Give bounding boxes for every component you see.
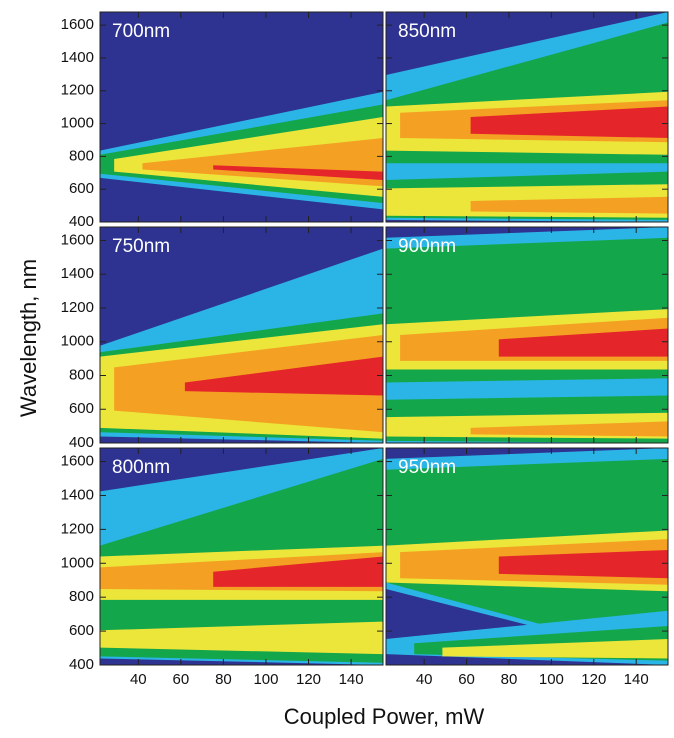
x-tick-label: 80 <box>501 671 518 688</box>
y-tick-label: 400 <box>69 656 94 673</box>
panel-title: 700nm <box>112 21 170 42</box>
intensity-band <box>442 638 668 659</box>
panel-frame <box>99 226 384 444</box>
y-tick-label: 1400 <box>61 265 94 282</box>
x-axis-label: Coupled Power, mW <box>284 704 485 729</box>
intensity-band <box>470 196 668 214</box>
y-tick-label: 1000 <box>61 333 94 350</box>
y-tick-label: 1600 <box>61 231 94 248</box>
panel <box>386 12 668 222</box>
y-tick-label: 600 <box>69 622 94 639</box>
intensity-band <box>470 421 668 437</box>
x-tick-label: 40 <box>416 671 433 688</box>
intensity-band <box>184 356 383 396</box>
panel-title: 750nm <box>112 236 170 257</box>
y-tick-label: 1000 <box>61 115 94 132</box>
intensity-band <box>213 165 383 180</box>
intensity-band <box>498 328 668 357</box>
y-tick-label: 600 <box>69 180 94 197</box>
panel <box>386 448 668 665</box>
y-tick-label: 1600 <box>61 16 94 33</box>
x-tick-label: 40 <box>130 671 147 688</box>
panel-frame <box>99 447 384 666</box>
panel-frame <box>385 11 669 223</box>
x-tick-label: 60 <box>458 671 475 688</box>
panel-frame <box>385 447 669 666</box>
y-tick-label: 800 <box>69 588 94 605</box>
panel-title: 950nm <box>398 457 456 478</box>
y-tick-label: 1600 <box>61 453 94 470</box>
panel-frame <box>99 11 384 223</box>
y-tick-label: 600 <box>69 400 94 417</box>
panel <box>100 448 383 665</box>
intensity-band <box>213 556 383 587</box>
panel-title: 850nm <box>398 21 456 42</box>
y-tick-label: 400 <box>69 213 94 230</box>
y-tick-label: 1400 <box>61 486 94 503</box>
intensity-band <box>498 549 668 579</box>
x-tick-label: 140 <box>339 671 364 688</box>
x-tick-label: 100 <box>539 671 564 688</box>
intensity-band <box>386 163 668 180</box>
y-axis-label: Wavelength, nm <box>16 259 41 417</box>
x-tick-label: 80 <box>215 671 232 688</box>
panel <box>100 12 383 222</box>
x-tick-label: 120 <box>296 671 321 688</box>
y-tick-label: 800 <box>69 147 94 164</box>
y-tick-label: 1200 <box>61 299 94 316</box>
y-tick-label: 1200 <box>61 82 94 99</box>
y-tick-label: 400 <box>69 434 94 451</box>
x-tick-label: 120 <box>581 671 606 688</box>
x-tick-label: 100 <box>253 671 278 688</box>
x-tick-label: 60 <box>173 671 190 688</box>
y-tick-label: 1000 <box>61 554 94 571</box>
panel-title: 900nm <box>398 236 456 257</box>
panel-title: 800nm <box>112 457 170 478</box>
panel <box>386 227 668 443</box>
panel-frame <box>385 226 669 444</box>
intensity-band <box>470 106 668 138</box>
intensity-band <box>100 621 383 655</box>
y-tick-label: 1200 <box>61 520 94 537</box>
panel <box>100 227 383 443</box>
y-tick-label: 1400 <box>61 49 94 66</box>
x-tick-label: 140 <box>624 671 649 688</box>
intensity-band <box>386 378 668 400</box>
y-tick-label: 800 <box>69 366 94 383</box>
